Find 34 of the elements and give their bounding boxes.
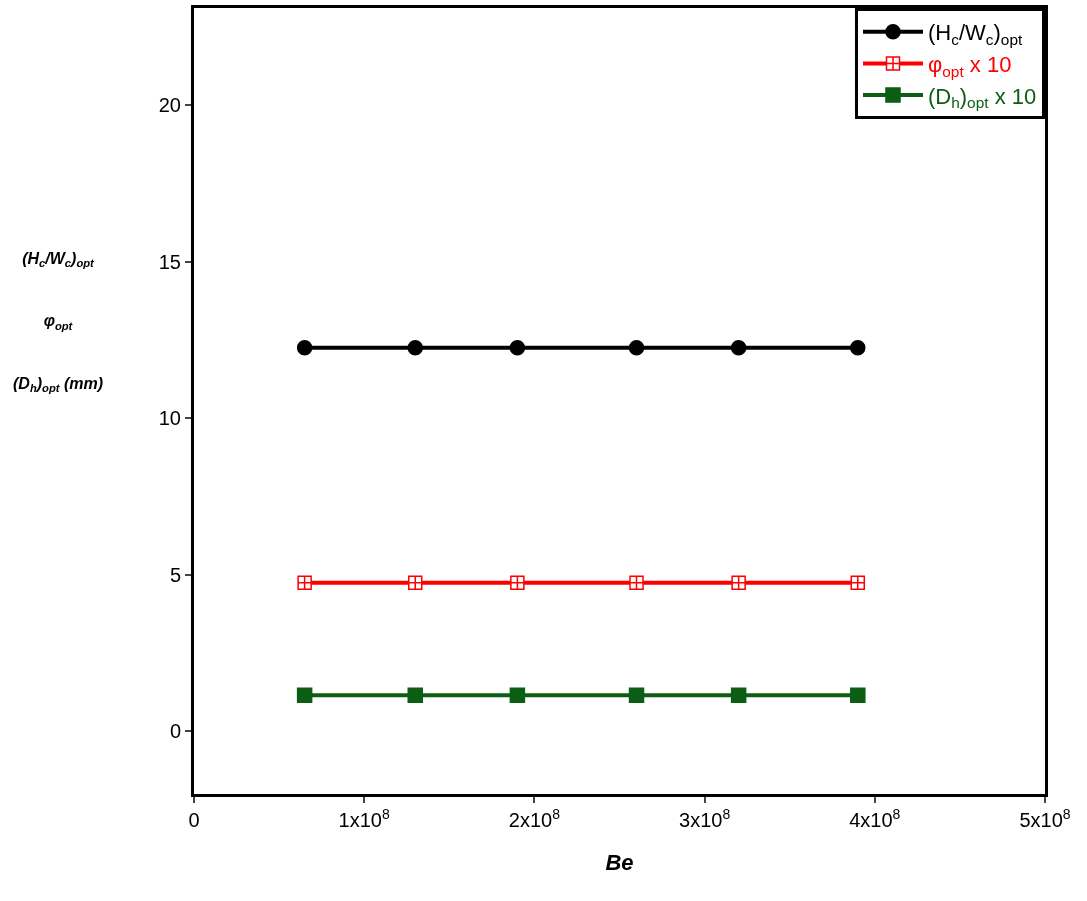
point: [628, 687, 645, 704]
point: [629, 575, 644, 590]
point: [296, 340, 313, 356]
y-tick-label: 10: [158, 407, 181, 430]
x-axis-title: Be: [605, 849, 634, 875]
y-tick-label: 15: [158, 250, 181, 273]
point: [731, 575, 746, 590]
point: [628, 340, 645, 356]
y-tick-label: 5: [169, 563, 181, 586]
point: [408, 575, 423, 590]
y-tick-label: 20: [158, 94, 181, 117]
point: [850, 687, 866, 704]
point: [407, 340, 424, 356]
text: (H$_{c}$/W$_{c}$)$_{opt}$ φ$_{opt}$ (D$_{h}$)$_{opt}$ (mm): [13, 250, 104, 395]
legend-label: (D$_{h}$)$_{opt}$ x 10: [928, 83, 1037, 112]
point: [730, 687, 747, 704]
x-tick-label: 0: [188, 809, 200, 831]
point: [509, 687, 526, 704]
x-tick-label: 3x10$^{8}$: [679, 805, 731, 831]
point: [730, 340, 747, 356]
point: [850, 340, 866, 356]
point: [850, 575, 866, 590]
point: [297, 575, 312, 590]
point: [510, 575, 525, 590]
point: [407, 687, 424, 704]
x-tick-label: 1x10$^{8}$: [338, 805, 390, 831]
point: [296, 687, 313, 704]
y-tick-label: 0: [169, 720, 181, 743]
x-tick-label: 2x10$^{8}$: [508, 805, 561, 831]
point: [509, 340, 526, 356]
legend-label: φ$_{opt}$ x 10: [928, 51, 1012, 80]
legend-label: (H$_{c}$/W$_{c}$)$_{opt}$: [928, 20, 1023, 48]
x-tick-label: 5x10$^{8}$: [1019, 805, 1071, 831]
x-tick-label: 4x10$^{8}$: [849, 805, 901, 831]
